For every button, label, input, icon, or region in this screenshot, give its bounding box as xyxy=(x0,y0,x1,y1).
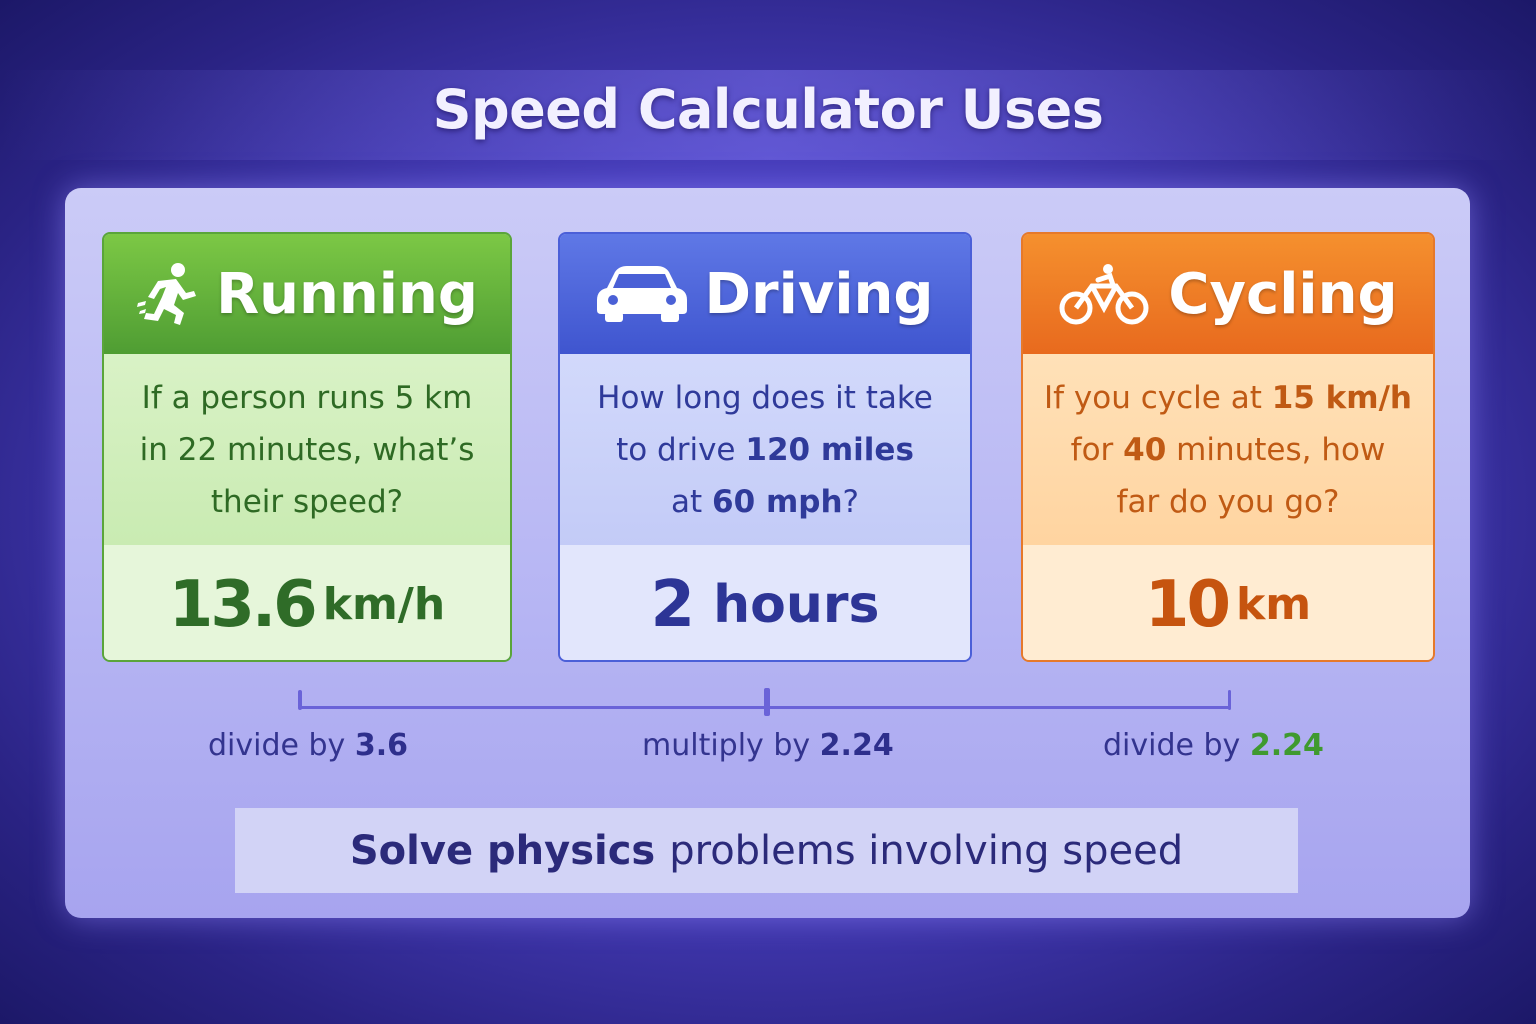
question-line: for 40 minutes, how xyxy=(1071,424,1386,476)
connector-tick xyxy=(298,690,302,710)
card-header: Driving xyxy=(560,234,970,354)
question-segment: in 22 minutes, what’s xyxy=(139,431,475,468)
answer: 13.6 km/h xyxy=(104,545,510,660)
running-person-icon xyxy=(136,261,198,327)
conversion-text: divide by xyxy=(1103,728,1250,763)
conversion-value: 3.6 xyxy=(354,728,408,763)
question-segment: ? xyxy=(842,483,859,520)
car-icon xyxy=(596,266,687,322)
conversion-label-cycling: divide by 2.24 xyxy=(1103,728,1324,763)
question-line: to drive 120 miles xyxy=(616,424,914,476)
question-line: How long does it take xyxy=(597,372,933,424)
question-segment: far do you go? xyxy=(1116,483,1340,520)
card-title: Running xyxy=(216,261,478,327)
footer-bold-text: Solve physics xyxy=(349,827,656,874)
question-segment: If you cycle at xyxy=(1044,379,1272,416)
question-highlight: 120 miles xyxy=(745,431,914,468)
question-segment: minutes, how xyxy=(1166,431,1386,468)
connector-tick xyxy=(764,688,770,716)
question-segment: How long does it take xyxy=(597,379,933,416)
question-highlight: 15 km/h xyxy=(1271,379,1412,416)
question-text: If a person runs 5 km in 22 minutes, what… xyxy=(104,354,510,545)
card-header: Cycling xyxy=(1023,234,1433,354)
answer-value: 10 xyxy=(1144,567,1231,642)
question-segment: for xyxy=(1070,431,1124,468)
connector-tick xyxy=(1228,690,1231,710)
answer-unit: km xyxy=(1235,579,1312,630)
question-line: in 22 minutes, what’s xyxy=(140,424,475,476)
conversion-text: multiply by xyxy=(642,728,820,763)
answer-unit: km/h xyxy=(322,579,446,630)
answer-value: 13.6 xyxy=(168,567,318,642)
question-line: If you cycle at 15 km/h xyxy=(1044,372,1412,424)
question-segment: to drive xyxy=(616,431,746,468)
footer-banner: Solve physics problems involving speed xyxy=(235,808,1298,893)
question-line: If a person runs 5 km xyxy=(142,372,473,424)
conversion-text: divide by xyxy=(208,728,355,763)
conversion-label-driving: multiply by 2.24 xyxy=(642,728,894,763)
conversion-value: 2.24 xyxy=(819,728,894,763)
card-driving: Driving How long does it take to drive 12… xyxy=(558,232,972,662)
card-title: Cycling xyxy=(1168,261,1398,327)
question-text: How long does it take to drive 120 miles a… xyxy=(560,354,970,545)
question-highlight: 40 xyxy=(1123,431,1167,468)
card-title: Driving xyxy=(704,261,934,327)
answer-value: 2 xyxy=(650,567,696,642)
card-running: Running If a person runs 5 km in 22 minut… xyxy=(102,232,512,662)
title-band xyxy=(0,70,1536,160)
question-text: If you cycle at 15 km/h for 40 minutes, h… xyxy=(1023,354,1433,545)
conversion-label-running: divide by 3.6 xyxy=(208,728,408,763)
question-segment: If a person runs 5 km xyxy=(141,379,473,416)
question-segment: their speed? xyxy=(210,483,404,520)
question-segment: at xyxy=(671,483,713,520)
footer-text: problems involving speed xyxy=(669,827,1184,874)
answer: 2 hours xyxy=(560,545,970,660)
cyclist-icon xyxy=(1058,262,1150,326)
page-title: Speed Calculator Uses xyxy=(432,78,1104,141)
question-line: at 60 mph? xyxy=(671,476,859,528)
answer: 10 km xyxy=(1023,545,1433,660)
answer-unit: hours xyxy=(713,574,880,635)
question-line: their speed? xyxy=(211,476,403,528)
card-cycling: Cycling If you cycle at 15 km/h for 40 mi… xyxy=(1021,232,1435,662)
question-line: far do you go? xyxy=(1117,476,1340,528)
card-header: Running xyxy=(104,234,510,354)
conversion-value: 2.24 xyxy=(1249,728,1324,763)
question-highlight: 60 mph xyxy=(712,483,843,520)
